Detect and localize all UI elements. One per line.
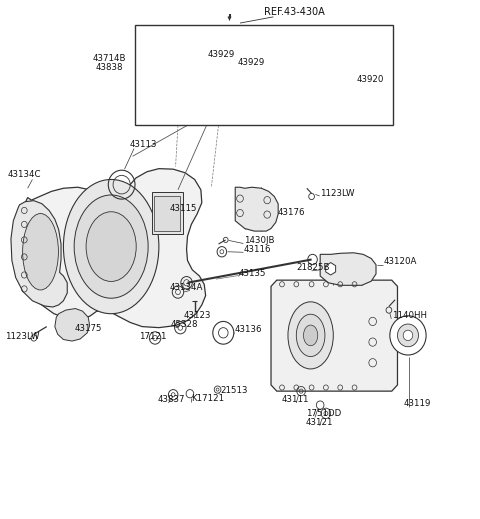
- Ellipse shape: [23, 213, 59, 290]
- Text: 43929: 43929: [207, 50, 235, 59]
- Bar: [154, 196, 180, 231]
- Text: 1123LW: 1123LW: [5, 332, 40, 341]
- Text: K17121: K17121: [192, 394, 225, 403]
- Text: 1123LW: 1123LW: [320, 188, 355, 198]
- Polygon shape: [55, 308, 90, 341]
- Circle shape: [397, 324, 419, 347]
- Text: 43838: 43838: [96, 63, 123, 72]
- Text: 43176: 43176: [277, 208, 305, 216]
- Ellipse shape: [303, 325, 318, 346]
- Polygon shape: [18, 169, 205, 327]
- Text: 43837: 43837: [158, 395, 185, 404]
- Text: 1751DD: 1751DD: [306, 409, 341, 418]
- Ellipse shape: [74, 195, 148, 298]
- Text: 43175: 43175: [74, 324, 102, 333]
- Text: 43134A: 43134A: [170, 283, 203, 292]
- Text: 43115: 43115: [169, 204, 197, 213]
- Circle shape: [403, 330, 413, 340]
- Polygon shape: [326, 263, 336, 275]
- Text: REF.43-430A: REF.43-430A: [264, 7, 324, 17]
- Text: 21513: 21513: [220, 386, 248, 395]
- Ellipse shape: [86, 212, 136, 281]
- Text: 43134C: 43134C: [7, 170, 41, 180]
- Text: 43714B: 43714B: [93, 54, 127, 63]
- Text: 43929: 43929: [238, 59, 265, 67]
- Ellipse shape: [296, 314, 325, 357]
- Text: 43123: 43123: [184, 311, 211, 320]
- Polygon shape: [11, 201, 67, 307]
- Polygon shape: [235, 187, 278, 231]
- Circle shape: [390, 316, 426, 355]
- Text: 43136: 43136: [234, 325, 262, 334]
- Text: 45328: 45328: [171, 320, 198, 329]
- Bar: [152, 193, 183, 234]
- Text: 43113: 43113: [129, 140, 157, 148]
- Text: 43920: 43920: [357, 75, 384, 84]
- Text: 43116: 43116: [244, 245, 271, 254]
- Text: 43120A: 43120A: [383, 257, 417, 266]
- Polygon shape: [320, 253, 376, 285]
- Text: 43111: 43111: [282, 395, 310, 404]
- Ellipse shape: [63, 180, 159, 313]
- Text: 1140HH: 1140HH: [392, 311, 427, 320]
- Bar: [135, 24, 393, 125]
- Ellipse shape: [288, 302, 333, 369]
- Text: 21825B: 21825B: [296, 264, 330, 272]
- Text: 43135: 43135: [239, 268, 266, 278]
- Text: 43119: 43119: [404, 399, 431, 408]
- Polygon shape: [271, 280, 397, 391]
- Text: 43121: 43121: [306, 418, 333, 427]
- Text: 1430JB: 1430JB: [244, 236, 274, 245]
- Text: 17121: 17121: [139, 332, 167, 341]
